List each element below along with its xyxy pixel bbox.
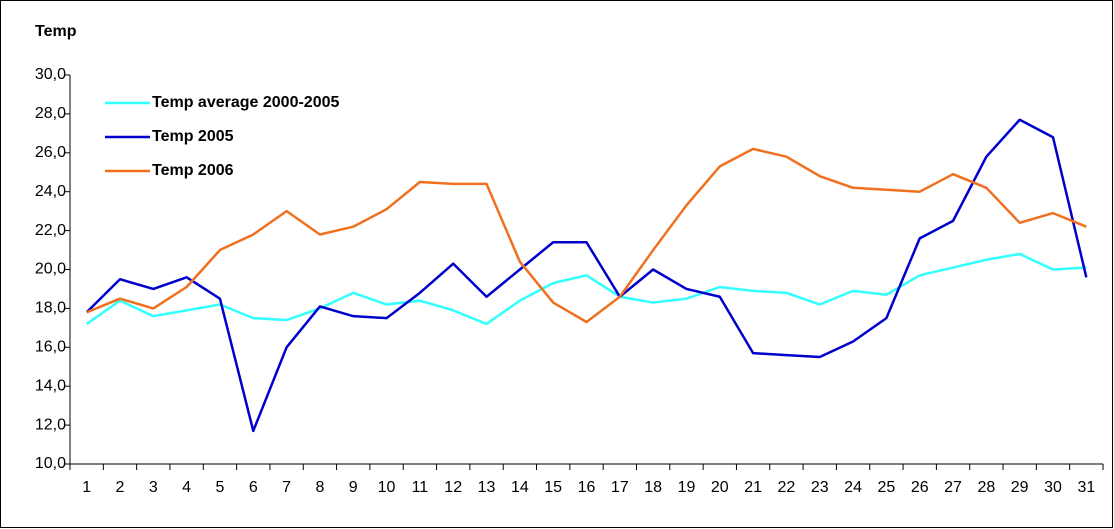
x-tick-label: 1 xyxy=(82,479,91,496)
x-tick-label: 7 xyxy=(282,479,291,496)
y-tick-label: 30,0 xyxy=(35,66,66,83)
x-tick-label: 29 xyxy=(1011,479,1029,496)
x-tick-label: 14 xyxy=(511,479,529,496)
x-tick-label: 11 xyxy=(412,479,429,496)
x-tick-label: 23 xyxy=(811,479,829,496)
legend-label: Temp average 2000-2005 xyxy=(152,94,339,111)
y-tick-label: 14,0 xyxy=(35,377,66,394)
x-tick-label: 17 xyxy=(611,479,629,496)
x-tick-label: 15 xyxy=(544,479,562,496)
x-tick-label: 25 xyxy=(878,479,896,496)
x-tick-label: 2 xyxy=(116,479,125,496)
x-tick-label: 28 xyxy=(977,479,995,496)
x-tick-label: 8 xyxy=(315,479,324,496)
chart-title: Temp xyxy=(35,23,77,40)
x-tick-label: 12 xyxy=(444,479,462,496)
x-tick-label: 5 xyxy=(215,479,224,496)
x-tick-label: 20 xyxy=(711,479,729,496)
x-tick-label: 3 xyxy=(149,479,158,496)
x-tick-label: 22 xyxy=(778,479,796,496)
x-tick-label: 6 xyxy=(249,479,258,496)
y-tick-label: 28,0 xyxy=(35,105,66,122)
x-tick-label: 19 xyxy=(678,479,696,496)
x-tick-label: 16 xyxy=(578,479,596,496)
y-tick-label: 16,0 xyxy=(35,339,66,356)
line-series xyxy=(85,118,1088,433)
y-tick-label: 12,0 xyxy=(35,416,66,433)
x-tick-label: 13 xyxy=(478,479,496,496)
y-tick-label: 26,0 xyxy=(35,144,66,161)
line-series xyxy=(86,147,1087,324)
x-tick-label: 21 xyxy=(744,479,762,496)
line-series xyxy=(85,252,1087,326)
x-tick-label: 9 xyxy=(349,479,358,496)
x-tick-label: 10 xyxy=(378,479,396,496)
y-tick-label: 24,0 xyxy=(35,183,66,200)
x-tick-label: 31 xyxy=(1077,479,1095,496)
y-tick-label: 10,0 xyxy=(35,455,66,472)
legend-label: Temp 2005 xyxy=(152,128,234,145)
x-tick-label: 24 xyxy=(844,479,862,496)
x-tick-label: 26 xyxy=(911,479,929,496)
x-tick-label: 30 xyxy=(1044,479,1062,496)
y-tick-label: 20,0 xyxy=(35,261,66,278)
y-tick-label: 18,0 xyxy=(35,300,66,317)
x-tick-label: 18 xyxy=(644,479,662,496)
legend-label: Temp 2006 xyxy=(152,162,234,179)
x-tick-label: 27 xyxy=(944,479,962,496)
y-tick-label: 22,0 xyxy=(35,222,66,239)
x-tick-label: 4 xyxy=(182,479,191,496)
